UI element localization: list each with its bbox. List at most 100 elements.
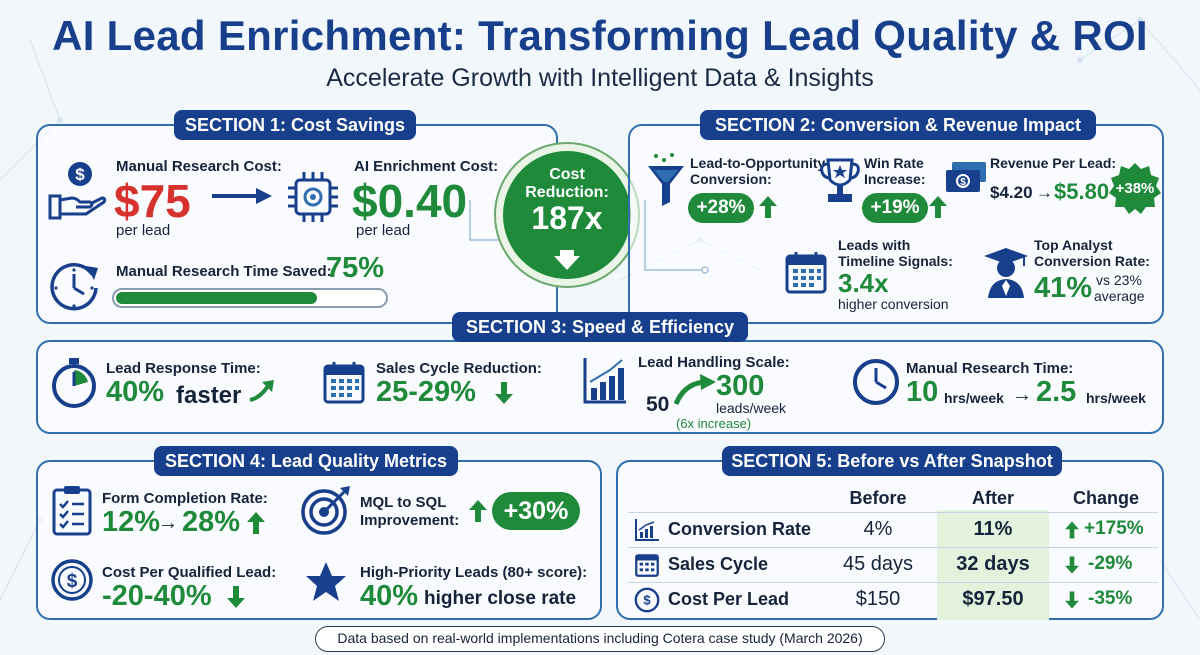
scale-from: 50: [646, 393, 670, 416]
section3-heading: SECTION 3: Speed & Efficiency: [452, 312, 748, 342]
row-before: 4%: [863, 518, 893, 540]
column-header-after: After: [971, 488, 1014, 508]
down-arrow-icon: [494, 380, 514, 406]
section4-heading: SECTION 4: Lead Quality Metrics: [154, 446, 458, 476]
table-row: Conversion Rate 4% 11% +175%: [628, 514, 1158, 546]
time-saved-value: 75%: [326, 252, 385, 284]
clock-icon: [852, 358, 900, 406]
trophy-icon: [818, 156, 862, 208]
cost-reduction-value: 187x: [531, 200, 603, 236]
scale-unit: leads/week: [716, 400, 787, 416]
clipboard-icon: [50, 484, 94, 536]
hp-value: 40%: [360, 580, 419, 612]
graduate-icon: [982, 246, 1030, 300]
stopwatch-icon: [50, 356, 98, 410]
dollar-coin-icon: $: [50, 558, 94, 602]
hand-dollar-icon: $: [46, 160, 108, 222]
lto-value-pill: +28%: [688, 193, 754, 223]
svg-text:$: $: [75, 165, 85, 184]
footer-note: Data based on real-world implementations…: [315, 626, 885, 652]
win-rate-label-1: Win Rate: [864, 155, 924, 171]
row-metric: Cost Per Lead: [668, 589, 790, 609]
bar-chart-icon: [582, 356, 628, 406]
table-row: $ Cost Per Lead $150 $97.50 -35%: [628, 584, 1158, 616]
curved-up-arrow-icon: [674, 374, 718, 406]
up-arrow-icon: [1064, 520, 1080, 540]
mql-label-2: Improvement:: [360, 512, 460, 529]
up-arrow-icon: [246, 510, 266, 536]
svg-text:$: $: [67, 571, 78, 592]
analyst-vs-1: vs 23%: [1096, 272, 1142, 288]
calendar-icon: [322, 360, 366, 406]
row-before: $150: [855, 588, 901, 610]
scale-to: 300: [716, 370, 765, 402]
row-metric: Conversion Rate: [668, 519, 812, 539]
arrow-right-icon: [210, 186, 274, 206]
lto-label-1: Lead-to-Opportunity: [690, 155, 826, 171]
manual-time-to: 2.5: [1036, 376, 1077, 408]
win-rate-value-pill: +19%: [862, 193, 928, 223]
clock-refresh-icon: [46, 258, 102, 314]
star-icon: [304, 560, 348, 604]
manual-cost-value: $75: [114, 175, 191, 227]
manual-time-from: 10: [906, 376, 939, 408]
column-header-change: Change: [1072, 488, 1139, 508]
table-row: Sales Cycle 45 days 32 days -29%: [628, 549, 1158, 581]
scale-note: (6x increase): [676, 416, 752, 431]
table-divider: [628, 582, 1158, 583]
timeline-sub: higher conversion: [838, 296, 949, 312]
rpl-label: Revenue Per Lead:: [990, 155, 1117, 171]
cost-reduction-label-1: Cost: [549, 166, 585, 183]
row-change: +175%: [1084, 518, 1144, 539]
time-saved-progress-bar: [112, 288, 388, 308]
calendar-icon: [784, 250, 828, 296]
rpl-from: $4.20: [990, 183, 1033, 202]
timeline-value: 3.4x: [838, 268, 889, 298]
mql-value-pill: +30%: [492, 492, 580, 530]
ai-cost-label: AI Enrichment Cost:: [354, 158, 499, 175]
up-arrow-icon: [758, 194, 778, 220]
svg-text:$: $: [643, 593, 651, 608]
response-word: faster: [176, 382, 242, 409]
cost-reduction-badge: [492, 140, 642, 290]
form-arrow: →: [158, 512, 178, 534]
analyst-vs-2: average: [1094, 288, 1145, 304]
dollar-coin-icon: $: [634, 587, 660, 613]
rpl-badge-shape: [1108, 162, 1162, 216]
rpl-arrow: →: [1036, 183, 1053, 202]
column-header-before: Before: [849, 488, 907, 508]
table-divider: [628, 512, 1158, 513]
section1-heading: SECTION 1: Cost Savings: [174, 110, 416, 140]
page-subtitle: Accelerate Growth with Intelligent Data …: [326, 64, 874, 92]
row-after: 11%: [973, 518, 1013, 540]
row-metric: Sales Cycle: [668, 554, 769, 574]
money-stack-icon: $: [944, 158, 988, 198]
ai-chip-icon: [286, 170, 340, 224]
hp-label: High-Priority Leads (80+ score):: [360, 564, 588, 581]
row-change: -35%: [1088, 588, 1133, 609]
manual-cost-label: Manual Research Cost:: [116, 158, 282, 175]
cost-reduction-label-2: Reduction:: [525, 184, 609, 201]
win-rate-label-2: Increase:: [864, 171, 926, 187]
time-saved-progress-fill: [116, 292, 317, 304]
manual-time-to-unit: hrs/week: [1086, 390, 1146, 406]
cycle-value: 25-29%: [376, 376, 476, 408]
manual-cost-unit: per lead: [116, 222, 171, 239]
manual-time-arrow: →: [1012, 384, 1032, 406]
manual-time-from-unit: hrs/week: [944, 390, 1004, 406]
chart-icon: [634, 518, 660, 542]
cpql-value: -20-40%: [102, 580, 212, 612]
response-value: 40%: [106, 376, 165, 408]
up-arrow-icon: [928, 194, 948, 220]
page-title: AI Lead Enrichment: Transforming Lead Qu…: [52, 12, 1148, 59]
manual-time-label: Manual Research Time:: [906, 360, 1074, 377]
time-saved-label: Manual Research Time Saved:: [116, 263, 332, 280]
svg-text:$: $: [960, 177, 966, 188]
down-arrow-icon: [1064, 590, 1080, 610]
target-icon: [300, 484, 352, 536]
form-to: 28%: [182, 506, 241, 538]
section5-heading: SECTION 5: Before vs After Snapshot: [722, 446, 1062, 476]
row-change: -29%: [1088, 553, 1133, 574]
calendar-icon: [634, 552, 660, 578]
lto-label-2: Conversion:: [690, 171, 772, 187]
